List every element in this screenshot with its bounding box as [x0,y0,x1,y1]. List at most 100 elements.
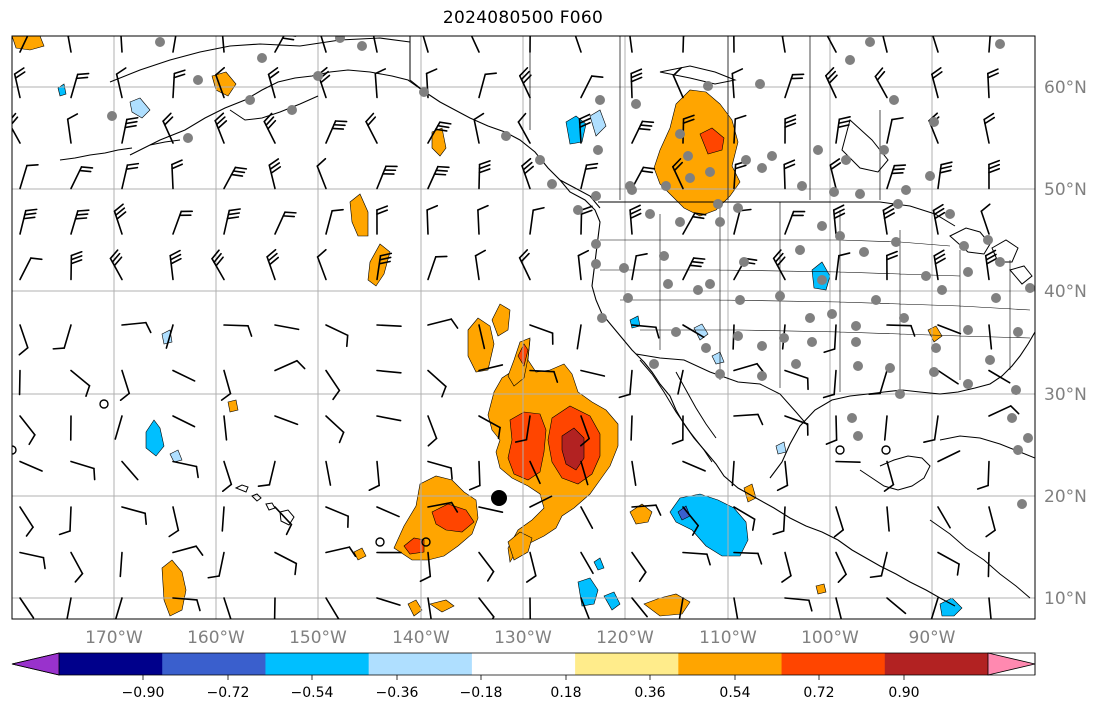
wind-barb-242 [114,597,123,619]
wind-barb-22 [115,67,127,99]
station-dot-81 [813,145,823,155]
wind-barb-62 [121,162,140,190]
wind-barb-115 [772,249,786,281]
station-dot-38 [963,267,973,277]
wind-barb-98 [932,203,946,235]
lon-label-170w: 170°W [85,628,143,648]
station-dot-19 [645,209,655,219]
colorbar-segment-5 [575,653,679,675]
coast-baja [639,359,717,463]
wind-barb-104 [211,249,225,281]
wind-barb-259 [988,597,992,619]
colorbar: −0.90 −0.72 −0.54 −0.36 −0.18 0.18 0.36 … [11,652,1036,701]
colorbar-label-7: 0.54 [719,685,750,701]
wind-barb-133 [682,324,705,338]
colorbar-segment-6 [678,653,783,675]
wind-barb-108 [427,255,448,281]
station-dot-91 [889,95,899,105]
wind-barb-214 [733,506,756,531]
lon-label-120w: 120°W [596,628,654,648]
wind-barb-18 [932,36,939,53]
station-dot-95 [713,199,723,209]
wind-barb-85 [274,211,297,235]
station-dot-78 [757,163,767,173]
precip-fill-layer [12,36,963,617]
wind-barb-254 [733,597,739,619]
wind-barb-172 [630,415,633,441]
wind-barb-142 [119,369,131,402]
station-dot-74 [675,129,685,139]
wind-barb-93 [682,212,707,235]
station-dot-7 [287,105,297,115]
lat-label-10n: 10°N [1044,589,1087,609]
wind-barb-55 [784,114,797,144]
fill-lower-patch-c [429,599,455,613]
wind-barb-170 [514,415,531,443]
station-dot-87 [945,209,955,219]
map-frame [11,35,1036,620]
station-dot-36 [921,271,931,281]
wind-barb-75 [783,159,796,190]
colorbar-segment-7 [781,653,886,675]
station-dot-96 [675,217,685,227]
station-dot-59 [791,359,801,369]
station-dot-57 [715,369,725,379]
wind-barb-56 [835,116,851,144]
wind-barb-57 [886,117,904,144]
wind-barb-213 [682,506,699,536]
wind-barb-137 [886,324,916,337]
fill-blue-lower [577,577,599,607]
station-dot-76 [705,167,715,177]
wind-barb-69 [478,160,491,190]
wind-barb-61 [70,166,94,190]
station-dot-8 [107,111,117,121]
wind-barb-246 [325,597,340,619]
station-dot-45 [757,341,767,351]
wind-barb-159 [988,369,1011,384]
colorbar-segment-2 [265,653,370,675]
lon-label-100w: 100°W [801,628,859,648]
wind-barb-79 [988,159,1001,190]
colorbar-label-9: 0.90 [888,685,919,701]
wind-barb-37 [874,67,888,99]
station-dot-14 [573,205,583,215]
station-dot-102 [929,117,939,127]
fill-blue-small-b [693,323,709,341]
wind-barb-84 [223,208,241,235]
wind-barb-165 [274,415,299,426]
station-dot-98 [865,37,875,47]
wind-barb-6 [320,36,327,53]
station-dot-1 [257,53,267,63]
wind-barb-126 [325,324,349,348]
wind-barb-23 [172,69,186,99]
station-dot-0 [155,37,165,47]
wind-barb-54 [733,114,747,144]
wind-barb-43 [162,112,174,144]
wind-barb-107 [376,252,393,281]
station-dot-5 [193,75,203,85]
wind-barb-121 [52,324,72,350]
border-provinces [529,36,881,200]
island-clarion [421,537,431,547]
colorbar-label-3: −0.36 [376,685,419,701]
wind-barb-81 [70,209,90,235]
colorbar-label-8: 0.72 [803,685,834,701]
station-dot-35 [891,237,901,247]
wind-barb-228 [419,551,432,583]
wind-barb-92 [629,204,642,235]
wind-barb-252 [631,597,648,618]
wind-barb-0 [19,36,29,53]
wind-barb-2 [120,36,123,53]
wind-barb-208 [427,501,459,513]
station-dot-71 [1023,433,1033,443]
wind-barb-17 [882,36,888,53]
station-dot-2 [335,36,345,43]
wind-barb-160 [19,415,36,446]
station-dot-94 [685,173,695,183]
island-gulf-b [881,445,891,455]
station-dot-32 [817,275,827,285]
coast-gulf-of-mexico [769,331,1035,479]
station-dot-39 [991,293,1001,303]
station-dot-58 [757,371,767,381]
colorbar-labels: −0.90 −0.72 −0.54 −0.36 −0.18 0.18 0.36 … [122,685,920,701]
